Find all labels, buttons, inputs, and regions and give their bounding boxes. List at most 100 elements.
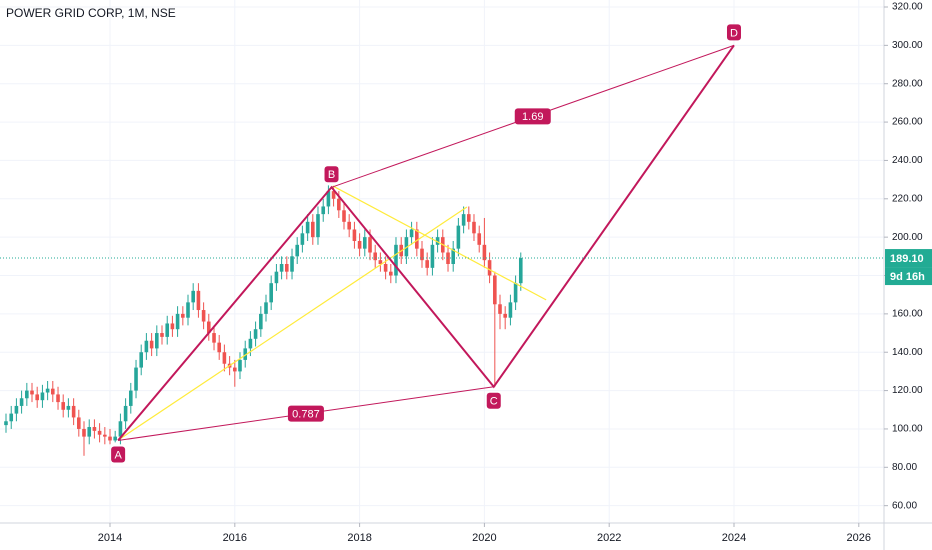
candle-body [128,390,133,406]
candle-body [170,323,175,330]
candle-body [321,206,326,215]
candle-body [456,225,461,249]
grid [0,0,884,523]
candle-body [243,348,248,360]
axes: 320.00 300.00 280.00 260.00 240.00 220.00 200.… [98,2,932,544]
candle-body [25,390,29,399]
candle-body [196,290,201,311]
candle-body [498,304,502,314]
candle-body [82,428,86,437]
candle-body [477,233,482,245]
candle-body [347,221,351,230]
candle-body [35,394,39,401]
candle-body [513,283,518,303]
candle-body [160,333,164,337]
candle-body [446,252,450,265]
candle-body [134,367,138,391]
candle-body [409,229,414,238]
candle-body [233,367,237,372]
candle-body [316,214,320,238]
y-tick-label: 220.00 [892,193,923,204]
candle-body [253,329,258,339]
candle-body [61,402,66,410]
point-label: A [114,449,122,461]
candle-body [508,302,513,318]
candle-body [503,313,507,318]
candle-body [212,333,216,343]
trend-line [332,185,547,301]
ratio-label: 1.69 [522,111,543,123]
point-label-box [486,392,501,409]
candle-body [206,321,211,334]
y-tick-label: 280.00 [892,78,923,89]
candle-body [97,430,102,435]
candle-body [87,427,92,437]
candle-body [103,434,107,437]
candle-body [373,252,378,261]
ratio-label-box [287,405,324,422]
candle-body [4,421,8,426]
x-tick-label: 2022 [597,532,621,544]
candle-body [493,275,497,305]
candle-body [56,394,60,403]
ratio-label-box [514,108,551,125]
point-label-box [111,446,126,463]
candle-body [305,221,310,234]
candle-body [352,229,357,241]
candle-body [123,405,128,422]
candle-body [487,260,492,276]
candle-body [139,352,144,368]
x-tick-label: 2018 [347,532,371,544]
candle-body [337,198,341,211]
y-tick-label: 200.00 [892,232,923,243]
candle-body [518,258,523,284]
candle-body [383,264,388,272]
candle-body [362,237,367,249]
candle-body [9,413,14,422]
candle-body [264,302,268,314]
candle-body [149,340,154,349]
countdown-box [885,267,932,286]
candle-body [430,244,435,268]
candle-body [19,398,24,406]
x-tick-label: 2016 [223,532,247,544]
candle-body [378,260,383,265]
last-price-label: 189.10 [890,253,924,265]
y-tick-label: 160.00 [892,309,923,320]
candle-body [248,338,253,349]
candle-body [113,436,117,441]
chart-title: POWER GRID CORP, 1M, NSE [6,6,176,20]
candle-body [279,264,284,272]
candle-body [420,248,424,261]
candle-body [290,256,294,272]
y-tick-label: 300.00 [892,40,923,51]
candle-body [45,388,50,393]
candle-body [311,221,315,238]
x-tick-label: 2014 [98,532,122,544]
candle-body [222,352,227,364]
y-tick-label: 100.00 [892,424,923,435]
candle-body [326,191,331,207]
y-tick-label: 140.00 [892,347,923,358]
candle-body [77,417,81,429]
candle-body [482,244,487,261]
point-label-box [726,24,741,41]
candle-body [30,390,34,395]
candle-body [269,283,273,303]
trend-line [117,206,468,441]
candle-body [472,221,476,234]
candle-body [368,237,372,253]
candle-body [238,359,242,372]
y-tick-label: 260.00 [892,117,923,128]
y-tick-label: 80.00 [892,462,917,473]
candle-body [295,244,300,257]
y-tick-label: 120.00 [892,385,923,396]
point-label: C [490,396,498,408]
candle-body [451,248,456,265]
candle-body [50,388,55,395]
candle-body [71,405,76,418]
candle-body [14,405,19,414]
y-tick-label: 240.00 [892,155,923,166]
candle-body [342,210,346,222]
